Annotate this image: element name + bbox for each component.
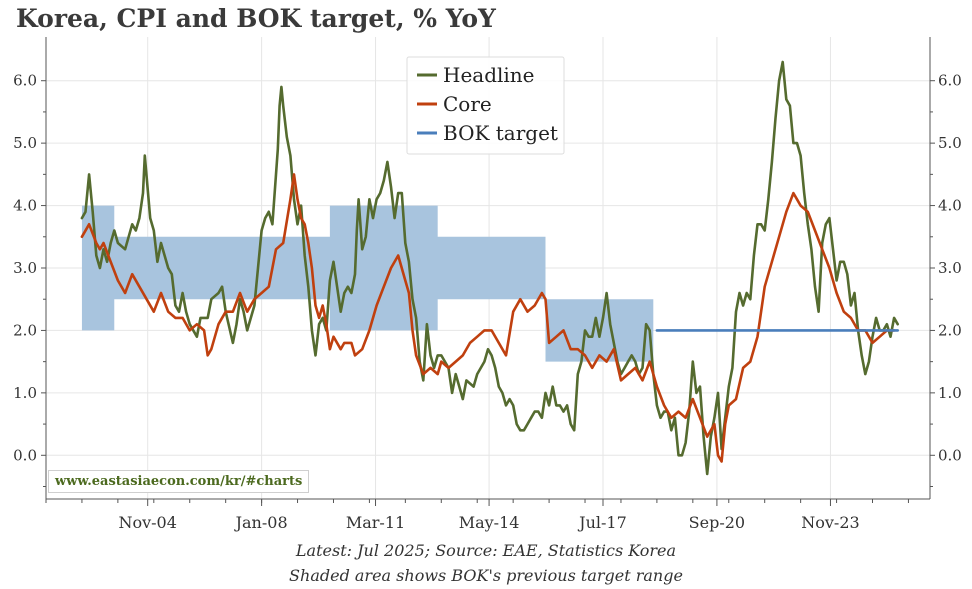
legend-label-bok-target: BOK target xyxy=(443,121,558,145)
y-tick-label-right: 4.0 xyxy=(938,197,962,215)
y-tick-label-right: 3.0 xyxy=(938,259,962,277)
y-tick-label-right: 0.0 xyxy=(938,446,962,464)
x-tick-label: Jan-08 xyxy=(234,513,288,532)
legend-box xyxy=(406,56,565,155)
target-range-area xyxy=(81,205,654,362)
caption-source: Latest: Jul 2025; Source: EAE, Statistic… xyxy=(295,541,677,560)
y-tick-label-left: 4.0 xyxy=(13,197,37,215)
y-tick-label-right: 6.0 xyxy=(938,72,962,90)
caption-note: Shaded area shows BOK's previous target … xyxy=(289,566,683,585)
y-tick-label-left: 5.0 xyxy=(13,134,37,152)
x-tick-label: May-14 xyxy=(459,513,520,532)
y-tick-label-left: 1.0 xyxy=(13,384,37,402)
x-tick-label: Sep-20 xyxy=(689,513,745,532)
x-tick-label: Nov-04 xyxy=(118,513,176,532)
y-tick-label-right: 5.0 xyxy=(938,134,962,152)
y-tick-label-left: 0.0 xyxy=(13,446,37,464)
y-tick-label-right: 2.0 xyxy=(938,321,962,339)
y-tick-label-right: 1.0 xyxy=(938,384,962,402)
chart-title: Korea, CPI and BOK target, % YoY xyxy=(16,4,496,33)
x-tick-label: Jul-17 xyxy=(577,513,627,532)
y-tick-label-left: 6.0 xyxy=(13,72,37,90)
y-tick-label-left: 2.0 xyxy=(13,321,37,339)
x-tick-label: Mar-11 xyxy=(346,513,405,532)
legend-label-core: Core xyxy=(443,92,492,116)
legend-label-headline: Headline xyxy=(443,63,535,87)
x-tick-label: Nov-23 xyxy=(801,513,859,532)
y-tick-label-left: 3.0 xyxy=(13,259,37,277)
watermark-annotation: www.eastasiaecon.com/kr/#charts xyxy=(48,470,310,493)
series-line-headline xyxy=(80,60,900,476)
series-line-core xyxy=(80,173,896,463)
